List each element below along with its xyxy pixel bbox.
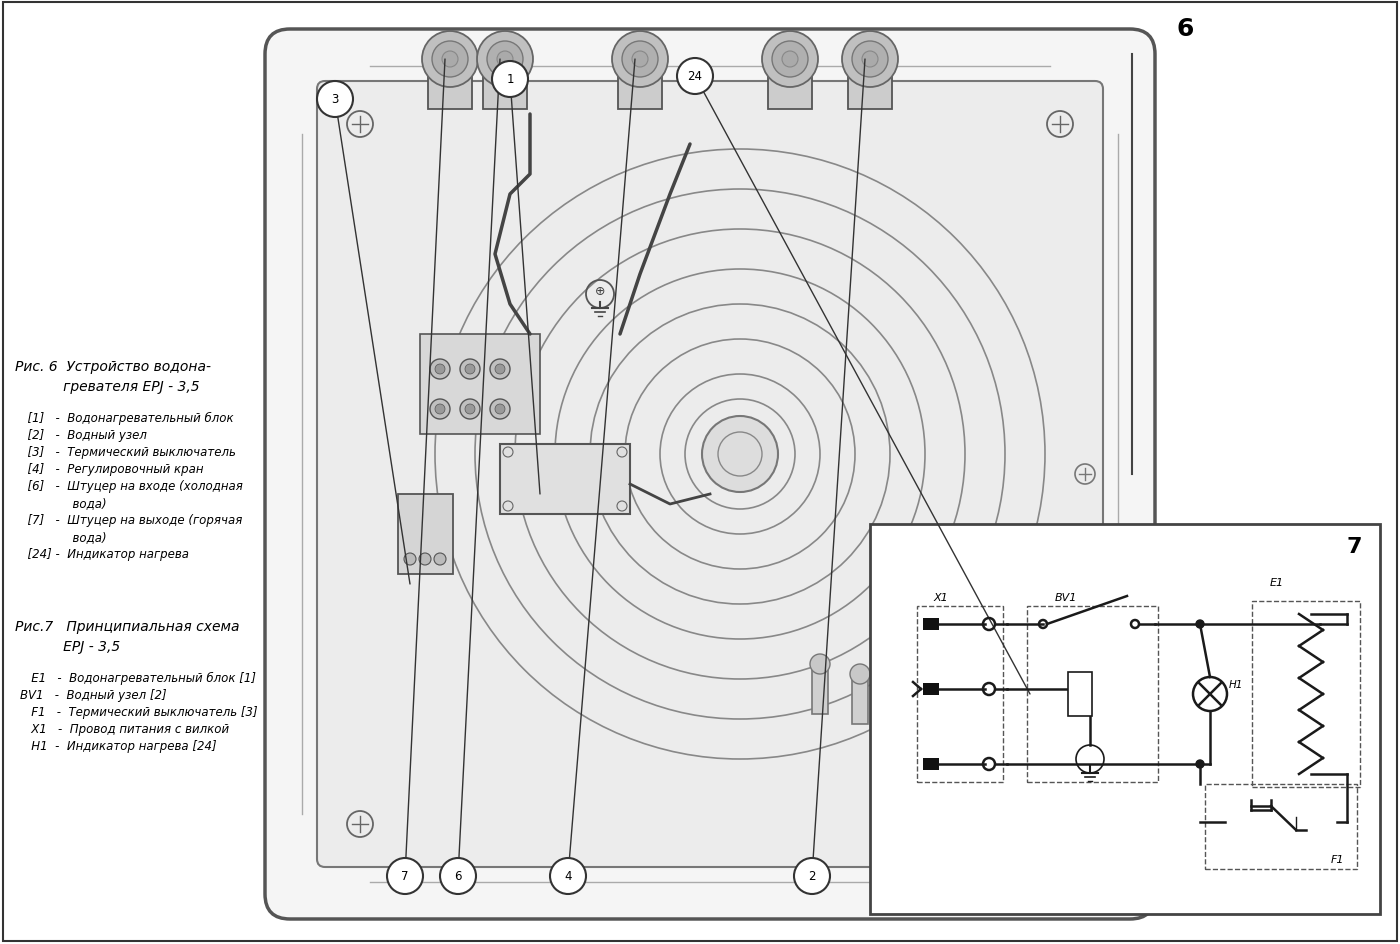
Text: H1  -  Индикатор нагрева [24]: H1 - Индикатор нагрева [24] — [20, 739, 217, 752]
Bar — [398, 495, 454, 574]
Circle shape — [477, 32, 533, 88]
Circle shape — [862, 52, 878, 68]
Circle shape — [771, 42, 808, 78]
Circle shape — [491, 62, 528, 98]
Bar — [617, 75, 662, 110]
Circle shape — [794, 858, 830, 894]
Circle shape — [1015, 680, 1044, 709]
Circle shape — [1196, 760, 1204, 768]
Text: 4: 4 — [564, 869, 571, 883]
Text: [6]   -  Штуцер на входе (холодная: [6] - Штуцер на входе (холодная — [20, 480, 242, 493]
Text: 3: 3 — [332, 93, 339, 107]
Circle shape — [386, 858, 423, 894]
Text: F1: F1 — [1330, 854, 1344, 864]
Bar — [420, 334, 540, 434]
Bar — [848, 75, 892, 110]
Circle shape — [461, 399, 480, 419]
Bar — [1252, 601, 1359, 787]
Circle shape — [701, 416, 778, 493]
Bar — [923, 683, 939, 696]
Circle shape — [434, 553, 447, 565]
Circle shape — [850, 665, 869, 684]
Text: вода): вода) — [20, 531, 106, 544]
Circle shape — [631, 52, 648, 68]
Circle shape — [890, 645, 910, 665]
Bar — [923, 618, 939, 631]
Circle shape — [762, 32, 818, 88]
Text: X1   -  Провод питания с вилкой: X1 - Провод питания с вилкой — [20, 722, 230, 735]
Text: [24] -  Индикатор нагрева: [24] - Индикатор нагрева — [20, 548, 189, 561]
Bar — [892, 654, 909, 704]
Circle shape — [841, 32, 897, 88]
Text: F1   -  Термический выключатель [3]: F1 - Термический выключатель [3] — [20, 705, 258, 718]
Circle shape — [490, 399, 510, 419]
Circle shape — [442, 52, 458, 68]
Text: 7: 7 — [1347, 536, 1362, 556]
Text: [2]   -  Водный узел: [2] - Водный узел — [20, 429, 147, 442]
Bar — [812, 665, 827, 715]
Circle shape — [496, 405, 505, 414]
Circle shape — [497, 52, 512, 68]
Circle shape — [435, 405, 445, 414]
Circle shape — [419, 553, 431, 565]
Text: Рис. 6  Устройство водона-: Рис. 6 Устройство водона- — [15, 360, 211, 374]
Bar — [869, 525, 1380, 914]
Bar — [923, 758, 939, 770]
Circle shape — [487, 42, 524, 78]
Text: 7: 7 — [402, 869, 409, 883]
Text: EPJ - 3,5: EPJ - 3,5 — [15, 639, 120, 653]
Circle shape — [622, 42, 658, 78]
Circle shape — [496, 364, 505, 375]
Bar — [1028, 606, 1158, 783]
Bar — [483, 75, 526, 110]
Text: 6: 6 — [454, 869, 462, 883]
Circle shape — [678, 59, 713, 95]
Bar — [917, 606, 1002, 783]
Text: 2: 2 — [808, 869, 816, 883]
Circle shape — [421, 32, 477, 88]
Text: [3]   -  Термический выключатель: [3] - Термический выключатель — [20, 446, 235, 459]
Circle shape — [430, 360, 449, 379]
Text: 24: 24 — [687, 71, 703, 83]
Circle shape — [405, 553, 416, 565]
Bar — [1068, 672, 1092, 716]
Text: [4]   -  Регулировочный кран: [4] - Регулировочный кран — [20, 463, 203, 476]
Text: E1: E1 — [1270, 578, 1284, 587]
Circle shape — [430, 399, 449, 419]
Circle shape — [550, 858, 587, 894]
Circle shape — [435, 364, 445, 375]
Text: гревателя EPJ - 3,5: гревателя EPJ - 3,5 — [15, 379, 200, 394]
Bar — [853, 674, 868, 724]
Bar — [769, 75, 812, 110]
Text: 1: 1 — [507, 74, 514, 87]
FancyBboxPatch shape — [265, 30, 1155, 919]
Text: Рис.7   Принципиальная схема: Рис.7 Принципиальная схема — [15, 619, 239, 633]
Circle shape — [853, 42, 888, 78]
Circle shape — [433, 42, 468, 78]
Circle shape — [461, 360, 480, 379]
Text: BV1: BV1 — [1056, 593, 1078, 602]
Circle shape — [490, 360, 510, 379]
Circle shape — [316, 82, 353, 118]
Bar — [1205, 784, 1357, 869]
Circle shape — [440, 858, 476, 894]
Text: 6: 6 — [1176, 17, 1194, 41]
Text: [7]   -  Штуцер на выходе (горячая: [7] - Штуцер на выходе (горячая — [20, 514, 242, 527]
Text: ⊕: ⊕ — [595, 285, 605, 298]
Text: E1   -  Водонагревательный блок [1]: E1 - Водонагревательный блок [1] — [20, 671, 256, 684]
Text: BV1   -  Водный узел [2]: BV1 - Водный узел [2] — [20, 688, 167, 701]
Circle shape — [811, 654, 830, 674]
Circle shape — [465, 405, 475, 414]
Circle shape — [612, 32, 668, 88]
Bar — [428, 75, 472, 110]
Bar — [500, 445, 630, 514]
FancyBboxPatch shape — [316, 82, 1103, 868]
Text: H1: H1 — [1229, 680, 1243, 689]
Circle shape — [465, 364, 475, 375]
Text: [1]   -  Водонагревательный блок: [1] - Водонагревательный блок — [20, 412, 234, 425]
Circle shape — [783, 52, 798, 68]
Circle shape — [1196, 620, 1204, 629]
Text: X1: X1 — [932, 593, 948, 602]
Text: вода): вода) — [20, 497, 106, 510]
